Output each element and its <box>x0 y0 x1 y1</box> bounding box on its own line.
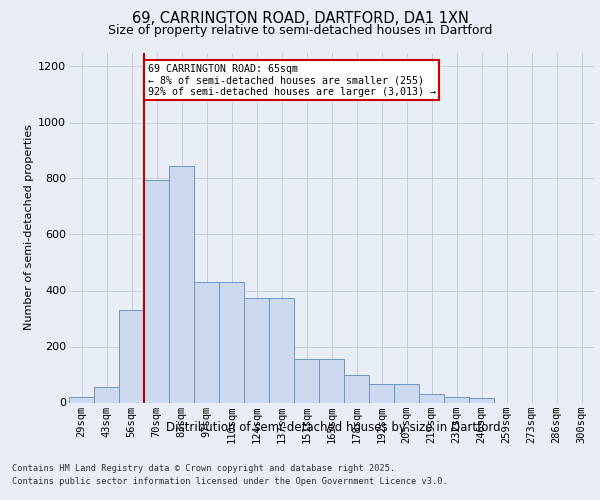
Text: Contains HM Land Registry data © Crown copyright and database right 2025.: Contains HM Land Registry data © Crown c… <box>12 464 395 473</box>
Bar <box>219 282 244 403</box>
Bar <box>269 298 294 403</box>
Bar <box>244 298 269 403</box>
Bar <box>194 282 219 403</box>
Bar <box>69 397 94 402</box>
Bar <box>119 310 144 402</box>
Bar <box>294 359 319 403</box>
Bar <box>444 397 469 402</box>
Bar <box>144 180 169 402</box>
Bar <box>369 384 394 402</box>
Bar <box>94 387 119 402</box>
Y-axis label: Number of semi-detached properties: Number of semi-detached properties <box>24 124 34 330</box>
Text: 69 CARRINGTON ROAD: 65sqm
← 8% of semi-detached houses are smaller (255)
92% of : 69 CARRINGTON ROAD: 65sqm ← 8% of semi-d… <box>148 64 436 97</box>
Bar <box>469 398 494 402</box>
Bar <box>394 384 419 402</box>
Bar <box>169 166 194 402</box>
Text: Contains public sector information licensed under the Open Government Licence v3: Contains public sector information licen… <box>12 477 448 486</box>
Text: Size of property relative to semi-detached houses in Dartford: Size of property relative to semi-detach… <box>108 24 492 37</box>
Text: Distribution of semi-detached houses by size in Dartford: Distribution of semi-detached houses by … <box>166 421 500 434</box>
Bar <box>419 394 444 402</box>
Bar <box>344 374 369 402</box>
Text: 69, CARRINGTON ROAD, DARTFORD, DA1 1XN: 69, CARRINGTON ROAD, DARTFORD, DA1 1XN <box>131 11 469 26</box>
Bar <box>319 359 344 403</box>
